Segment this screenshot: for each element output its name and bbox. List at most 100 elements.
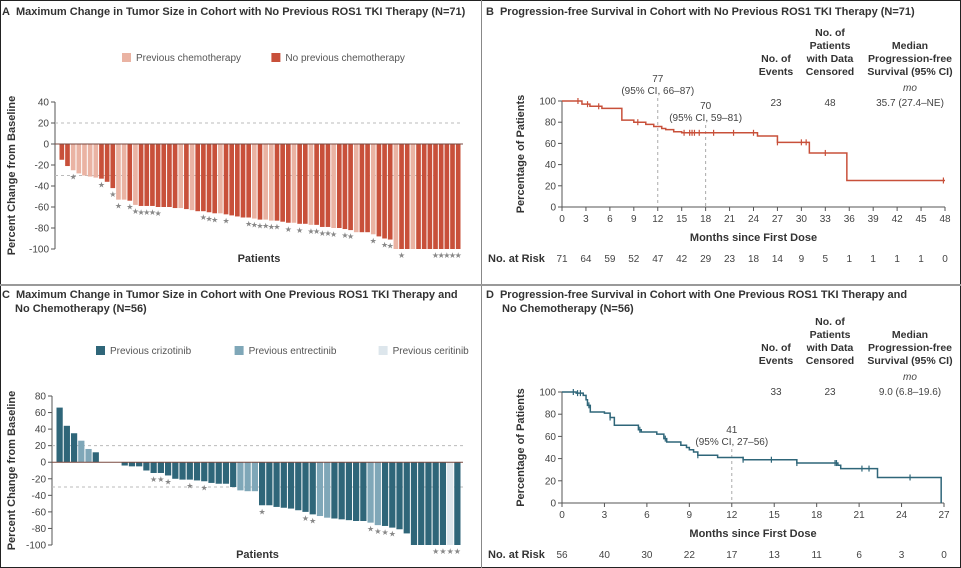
table-value: 9.0 (6.8–19.6) (879, 387, 941, 398)
panel-d-title: D Progression-free Survival in Cohort wit… (486, 288, 907, 316)
star-marker: ★ (367, 525, 374, 534)
at-risk-value: 40 (599, 550, 611, 561)
star-marker: ★ (211, 215, 218, 224)
bar (376, 144, 382, 237)
x-axis-label: Months since First Dose (689, 528, 816, 540)
x-tick-label: 27 (938, 510, 950, 521)
bar (433, 144, 438, 249)
at-risk-value: 52 (628, 254, 640, 265)
bar (133, 144, 138, 205)
panel-a-letter: A (2, 6, 10, 18)
table-header: Progression-free (868, 342, 952, 354)
y-tick-label: 20 (35, 441, 47, 452)
at-risk-value: 1 (846, 254, 852, 265)
bar (432, 462, 439, 545)
y-tick-label: -20 (32, 474, 47, 485)
star-marker: ★ (347, 232, 354, 241)
bar (404, 144, 410, 249)
bar (93, 144, 99, 178)
y-tick-label: 20 (38, 119, 50, 130)
y-tick-label: 0 (550, 499, 556, 510)
y-tick-label: 0 (40, 458, 46, 469)
bar (324, 462, 331, 518)
x-tick-label: 9 (631, 214, 637, 225)
y-tick-label: -40 (35, 182, 50, 193)
bar (399, 144, 404, 249)
bar (418, 462, 425, 545)
bar (59, 144, 65, 160)
bar (87, 144, 93, 177)
bar (143, 462, 150, 471)
bar (172, 144, 178, 209)
legend-swatch (234, 346, 244, 355)
bar (136, 462, 143, 467)
y-tick-label: -40 (32, 491, 47, 502)
km-curve (562, 100, 945, 182)
x-tick-label: 30 (796, 214, 808, 225)
at-risk-value: 22 (684, 550, 696, 561)
x-axis-label: Patients (238, 253, 281, 265)
bar (121, 462, 128, 466)
bar (172, 462, 179, 479)
y-tick-label: -100 (29, 245, 49, 256)
y-axis-label: Percentage of Patients (515, 95, 527, 214)
bar (280, 144, 285, 222)
x-tick-label: 33 (820, 214, 832, 225)
bar (259, 462, 266, 506)
bar (251, 462, 258, 492)
bar (157, 462, 164, 473)
bar (295, 462, 302, 511)
star-marker: ★ (109, 190, 116, 199)
star-marker: ★ (256, 222, 263, 231)
legend-swatch (122, 53, 131, 62)
star-marker: ★ (387, 242, 394, 251)
star-marker: ★ (115, 202, 122, 211)
table-header: Survival (95% CI) (867, 355, 952, 367)
at-risk-label: No. at Risk (488, 549, 546, 561)
at-risk-value: 29 (700, 254, 712, 265)
legend-label: No previous chemotherapy (285, 53, 405, 64)
table-value: 33 (770, 387, 782, 398)
star-marker: ★ (454, 547, 461, 556)
bar (274, 144, 280, 221)
bar (70, 144, 76, 171)
bar (244, 462, 251, 492)
star-marker: ★ (330, 230, 337, 239)
bar (374, 462, 381, 526)
landmark-ci: (95% CI, 66–87) (621, 86, 694, 97)
table-header: Censored (806, 66, 854, 78)
star-marker: ★ (259, 507, 266, 516)
star-marker: ★ (205, 214, 212, 223)
bar (331, 462, 338, 519)
y-tick-label: 100 (539, 388, 556, 399)
bar (280, 462, 287, 508)
table-header: Median (892, 40, 928, 52)
star-marker: ★ (438, 251, 445, 260)
star-marker: ★ (455, 251, 462, 260)
bar (325, 144, 331, 227)
star-marker: ★ (268, 223, 275, 232)
bar (403, 462, 410, 534)
bar (302, 144, 308, 224)
x-axis-label: Patients (236, 549, 279, 561)
star-marker: ★ (126, 203, 133, 212)
x-tick-label: 27 (772, 214, 784, 225)
landmark-value: 41 (726, 425, 738, 436)
landmark-ci: (95% CI, 59–81) (669, 113, 742, 124)
bar (353, 144, 359, 233)
y-tick-label: 40 (38, 98, 50, 109)
star-marker: ★ (186, 482, 193, 491)
bar (455, 144, 461, 249)
star-marker: ★ (313, 227, 320, 236)
at-risk-value: 71 (556, 254, 568, 265)
bar (360, 462, 367, 521)
bar (425, 462, 432, 545)
star-marker: ★ (201, 483, 208, 492)
table-header: Median (892, 329, 928, 341)
bar (336, 144, 342, 228)
x-tick-label: 21 (724, 214, 736, 225)
table-header: No. of (815, 27, 845, 39)
x-tick-label: 18 (700, 214, 712, 225)
bar (393, 144, 399, 249)
